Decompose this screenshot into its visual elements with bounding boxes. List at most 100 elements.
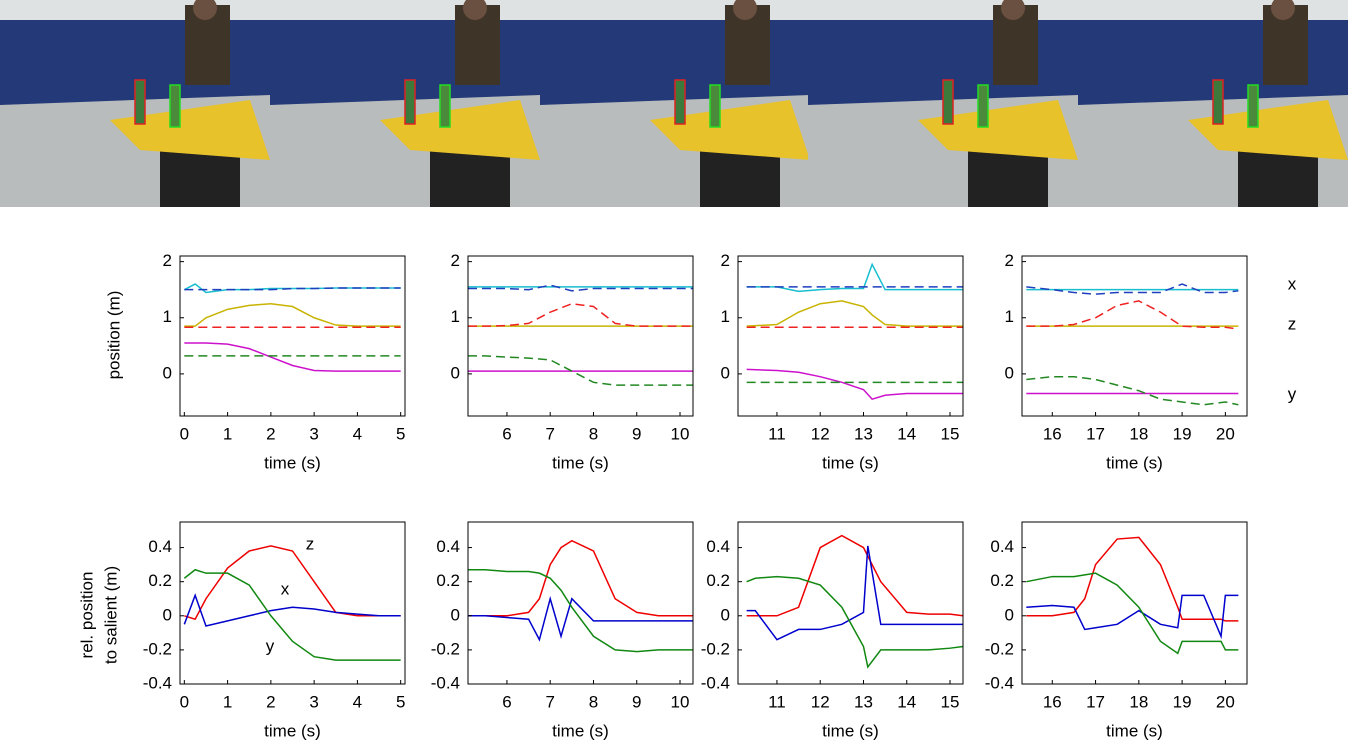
data-line (747, 536, 963, 616)
y-tick-label: -0.4 (701, 673, 730, 692)
x-tick-label: 2 (266, 424, 275, 443)
y-tick-label: 0.4 (990, 537, 1014, 556)
plot-frame (738, 522, 963, 684)
data-line (468, 285, 693, 291)
data-line (184, 595, 400, 626)
x-tick-label: 20 (1216, 424, 1235, 443)
x-tick-label: 13 (854, 424, 873, 443)
y-tick-label: 0 (721, 605, 730, 624)
y-tick-label: 0.2 (990, 571, 1014, 590)
x-tick-label: 9 (632, 424, 641, 443)
x-tick-label: 13 (854, 692, 873, 711)
x-tick-label: 19 (1173, 424, 1192, 443)
x-tick-label: 16 (1043, 424, 1062, 443)
plot-frame (468, 522, 693, 684)
data-line (747, 577, 963, 667)
x-tick-label: 10 (671, 692, 690, 711)
x-tick-label: 14 (897, 692, 916, 711)
y-tick-label: 0 (451, 605, 460, 624)
x-tick-label: 8 (589, 424, 598, 443)
x-tick-label: 7 (545, 692, 554, 711)
y-tick-label: -0.4 (431, 673, 460, 692)
annotation: z (1288, 314, 1297, 333)
y-axis-label: rel. position (77, 572, 96, 659)
x-tick-label: 20 (1216, 692, 1235, 711)
x-axis-label: time (s) (822, 721, 879, 740)
x-tick-label: 2 (266, 692, 275, 711)
y-tick-label: 1 (451, 307, 460, 326)
y-tick-label: 0 (1005, 605, 1014, 624)
x-tick-label: 15 (941, 424, 960, 443)
y-tick-label: 1 (163, 307, 172, 326)
photo (540, 0, 810, 207)
x-axis-label: time (s) (822, 453, 879, 472)
y-tick-label: 0.2 (706, 571, 730, 590)
y-tick-label: 1 (721, 307, 730, 326)
y-tick-label: 0 (721, 363, 730, 382)
annotation: y (266, 636, 275, 655)
x-tick-label: 14 (897, 424, 916, 443)
x-tick-label: 8 (589, 692, 598, 711)
y-axis-label: position (m) (104, 291, 123, 380)
page: 012345012time (s)position (m)678910012ti… (0, 0, 1352, 750)
x-tick-label: 9 (632, 692, 641, 711)
annotation: y (1288, 384, 1297, 403)
data-line (747, 301, 963, 326)
x-axis-label: time (s) (264, 721, 321, 740)
x-tick-label: 3 (309, 692, 318, 711)
plot-frame (1022, 256, 1247, 416)
x-axis-label: time (s) (552, 453, 609, 472)
x-tick-label: 5 (396, 692, 405, 711)
data-line (184, 304, 400, 326)
y-tick-label: -0.2 (143, 639, 172, 658)
y-tick-label: -0.4 (143, 673, 172, 692)
y-tick-label: -0.4 (985, 673, 1014, 692)
photo (270, 0, 540, 207)
y-tick-label: -0.2 (985, 639, 1014, 658)
data-line (1026, 537, 1238, 621)
data-line (1026, 573, 1238, 653)
x-tick-label: 0 (180, 424, 189, 443)
y-tick-label: 0.4 (706, 537, 730, 556)
data-line (1026, 377, 1238, 405)
x-tick-label: 5 (396, 424, 405, 443)
y-tick-label: 0.2 (148, 571, 172, 590)
data-line (468, 304, 693, 326)
y-tick-label: 2 (163, 251, 172, 270)
y-tick-label: 2 (721, 251, 730, 270)
y-tick-label: -0.2 (701, 639, 730, 658)
data-line (747, 546, 963, 640)
data-line (184, 546, 400, 619)
x-tick-label: 18 (1129, 692, 1148, 711)
plot-frame (738, 256, 963, 416)
data-line (1026, 301, 1238, 329)
x-tick-label: 6 (502, 692, 511, 711)
photo (1078, 0, 1348, 207)
photo (0, 0, 270, 207)
x-tick-label: 1 (223, 424, 232, 443)
photo (808, 0, 1078, 207)
x-axis-label: time (s) (552, 721, 609, 740)
x-tick-label: 12 (811, 424, 830, 443)
y-tick-label: 1 (1005, 307, 1014, 326)
x-tick-label: 3 (309, 424, 318, 443)
x-tick-label: 17 (1086, 692, 1105, 711)
data-line (184, 343, 400, 371)
y-tick-label: 0 (451, 363, 460, 382)
x-tick-label: 18 (1129, 424, 1148, 443)
y-tick-label: 2 (1005, 251, 1014, 270)
x-tick-label: 10 (671, 424, 690, 443)
annotation: z (306, 534, 315, 553)
y-tick-label: 0.4 (148, 537, 172, 556)
x-tick-label: 12 (811, 692, 830, 711)
x-tick-label: 6 (502, 424, 511, 443)
y-tick-label: 0 (163, 363, 172, 382)
annotation: x (281, 579, 290, 598)
x-tick-label: 4 (353, 692, 362, 711)
annotation: x (1288, 274, 1297, 293)
x-tick-label: 0 (180, 692, 189, 711)
plot-frame (468, 256, 693, 416)
y-tick-label: 0.2 (436, 571, 460, 590)
y-axis-label: to salient (m) (101, 566, 120, 664)
data-line (468, 570, 693, 652)
